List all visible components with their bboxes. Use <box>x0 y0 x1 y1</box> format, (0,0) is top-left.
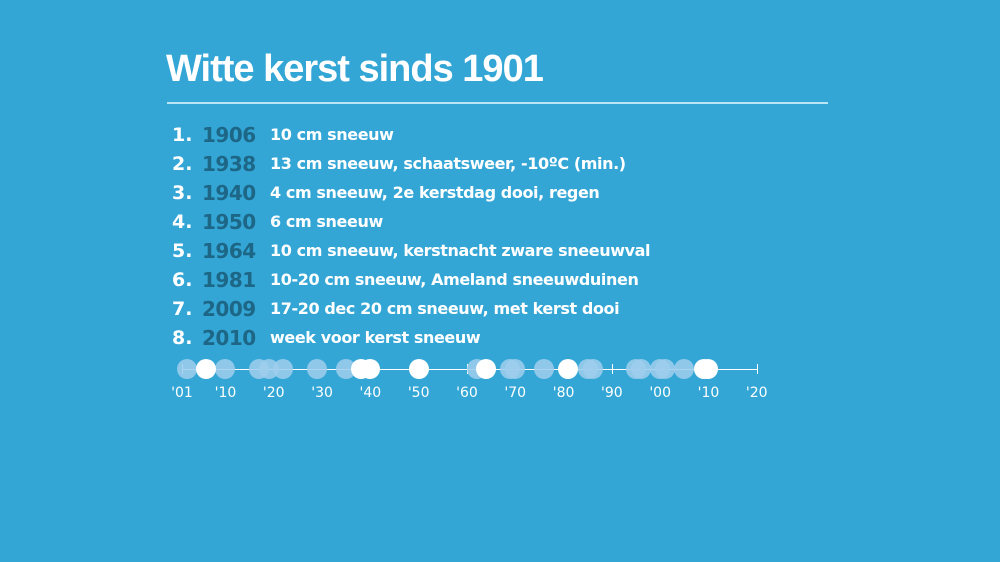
list-item: 1. 1906 10 cm sneeuw <box>172 120 650 149</box>
axis-tick-label: '30 <box>311 385 333 401</box>
list-rank: 5. <box>172 239 193 262</box>
snow-event-dot <box>273 359 294 379</box>
snow-event-dot <box>215 359 236 379</box>
snow-event-dot <box>307 359 328 379</box>
list-item: 3. 1940 4 cm sneeuw, 2e kerstdag dooi, r… <box>172 178 650 207</box>
list-rank: 4. <box>172 210 193 233</box>
snow-event-dot <box>582 359 603 379</box>
list-year: 1906 <box>202 122 256 147</box>
white-christmas-list: 1. 1906 10 cm sneeuw 2. 1938 13 cm sneeu… <box>172 120 650 352</box>
list-year: 2010 <box>202 325 256 350</box>
axis-tick <box>611 364 613 374</box>
axis-tick-label: '90 <box>601 385 623 401</box>
list-rank: 8. <box>172 326 193 349</box>
list-item: 8. 2010 week voor kerst sneeuw <box>172 323 650 352</box>
axis-tick-label: '70 <box>504 385 527 401</box>
axis-tick-label: '60 <box>456 385 478 401</box>
list-rank: 3. <box>172 181 193 204</box>
axis-tick-label: '20 <box>745 385 768 401</box>
white-christmas-dot <box>360 359 381 379</box>
list-item: 4. 1950 6 cm sneeuw <box>172 207 650 236</box>
snow-event-dot <box>674 359 695 379</box>
white-christmas-dot <box>698 359 719 379</box>
snow-event-dot <box>630 359 651 379</box>
snow-event-dot <box>176 359 197 379</box>
list-item: 7. 2009 17-20 dec 20 cm sneeuw, met kers… <box>172 294 650 323</box>
list-rank: 2. <box>172 152 193 175</box>
list-description: 4 cm sneeuw, 2e kerstdag dooi, regen <box>270 183 600 202</box>
list-description: week voor kerst sneeuw <box>270 328 481 347</box>
list-year: 2009 <box>202 296 256 321</box>
list-description: 10-20 cm sneeuw, Ameland sneeuwduinen <box>270 270 639 289</box>
list-rank: 7. <box>172 297 193 320</box>
list-description: 6 cm sneeuw <box>270 212 383 231</box>
snow-event-dot <box>655 359 675 379</box>
axis-tick-label: '20 <box>262 385 285 401</box>
list-year: 1940 <box>202 180 256 205</box>
list-description: 13 cm sneeuw, schaatsweer, -10ºC (min.) <box>270 154 626 173</box>
list-description: 10 cm sneeuw <box>270 125 394 144</box>
axis-tick-label: '10 <box>697 385 720 401</box>
list-year: 1950 <box>202 209 256 234</box>
axis-tick-label: '01 <box>171 385 193 401</box>
axis-tick-label: '00 <box>649 385 671 401</box>
list-year: 1938 <box>202 151 256 176</box>
axis-tick <box>756 364 758 374</box>
axis-tick-label: '10 <box>214 385 237 401</box>
snow-event-dot <box>534 359 555 379</box>
list-item: 2. 1938 13 cm sneeuw, schaatsweer, -10ºC… <box>172 149 650 178</box>
white-christmas-dot <box>196 359 217 379</box>
title-divider <box>167 102 828 104</box>
list-year: 1981 <box>202 267 256 292</box>
axis-tick-label: '40 <box>359 385 382 401</box>
list-description: 10 cm sneeuw, kerstnacht zware sneeuwval <box>270 241 651 260</box>
white-christmas-dot <box>476 359 497 379</box>
list-item: 6. 1981 10-20 cm sneeuw, Ameland sneeuwd… <box>172 265 650 294</box>
snow-event-dot <box>505 359 526 379</box>
list-rank: 6. <box>172 268 193 291</box>
list-rank: 1. <box>172 123 193 146</box>
axis-tick-label: '50 <box>407 385 430 401</box>
page-title: Witte kerst sinds 1901 <box>166 48 544 90</box>
axis-tick-label: '80 <box>552 385 575 401</box>
list-description: 17-20 dec 20 cm sneeuw, met kerst dooi <box>270 299 620 318</box>
list-item: 5. 1964 10 cm sneeuw, kerstnacht zware s… <box>172 236 650 265</box>
list-year: 1964 <box>202 238 256 263</box>
white-christmas-dot <box>408 359 429 379</box>
white-christmas-dot <box>558 359 579 379</box>
